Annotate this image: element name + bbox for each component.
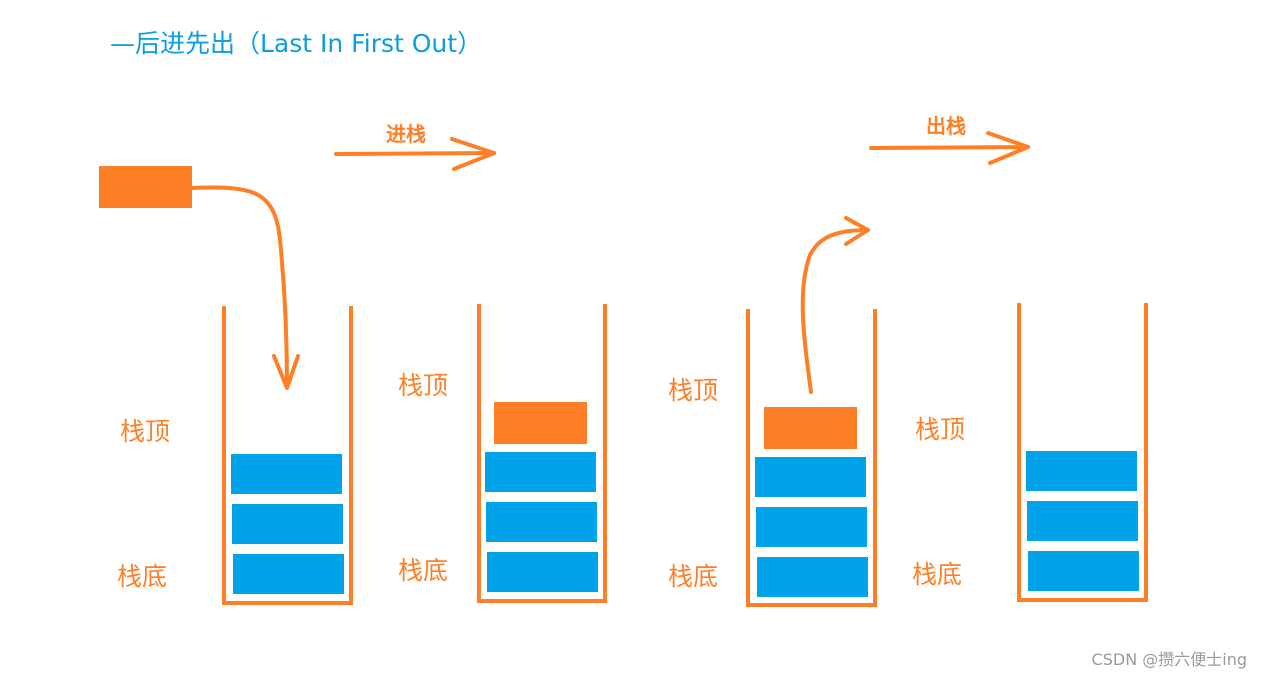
- stack-1-element-3: [231, 454, 342, 494]
- stack-2-element-1: [487, 552, 598, 592]
- stack-2-element-2: [486, 502, 597, 542]
- stack-2-pushed-element: [494, 402, 587, 444]
- pop-curve-arrow: [800, 228, 870, 394]
- stack-2-element-3: [485, 452, 596, 492]
- stack-3-top-label: 栈顶: [668, 376, 719, 405]
- stack-container-4: [1017, 303, 1148, 602]
- stack-3-bottom-label: 栈底: [668, 562, 719, 591]
- stack-container-3: [746, 309, 877, 607]
- stack-3-element-3: [755, 457, 866, 497]
- stack-2-top-label: 栈顶: [398, 371, 449, 400]
- watermark: CSDN @攒六便士ing: [1091, 650, 1247, 669]
- push-curve-arrowhead: [272, 354, 300, 390]
- stack-4-element-1: [1028, 551, 1139, 591]
- stack-1-bottom-label: 栈底: [117, 562, 168, 591]
- stack-container-2: [477, 304, 607, 603]
- stack-3-element-2: [756, 507, 867, 547]
- stack-3-element-1: [757, 557, 868, 597]
- incoming-element: [99, 166, 192, 208]
- pop-straight-arrowhead: [986, 131, 1030, 165]
- diagram-title: —后进先出（Last In First Out）: [110, 29, 483, 58]
- push-label: 进栈: [386, 122, 426, 146]
- stack-4-bottom-label: 栈底: [912, 560, 963, 589]
- push-straight-arrowhead: [450, 137, 496, 171]
- stack-1-element-2: [232, 504, 343, 544]
- stack-4-element-2: [1027, 501, 1138, 541]
- push-straight-arrow: [334, 151, 496, 156]
- pop-straight-arrow: [869, 145, 1030, 150]
- stack-1-top-label: 栈顶: [120, 417, 171, 446]
- stack-3-top-element: [764, 407, 857, 449]
- pop-label: 出栈: [926, 114, 966, 138]
- stack-1-element-1: [233, 554, 344, 594]
- stack-container-1: [222, 306, 353, 605]
- stack-4-top-label: 栈顶: [915, 415, 966, 444]
- stack-4-element-3: [1026, 451, 1137, 491]
- pop-curve-arrowhead: [844, 216, 870, 246]
- stack-2-bottom-label: 栈底: [398, 556, 449, 585]
- push-curve-arrow: [188, 185, 289, 388]
